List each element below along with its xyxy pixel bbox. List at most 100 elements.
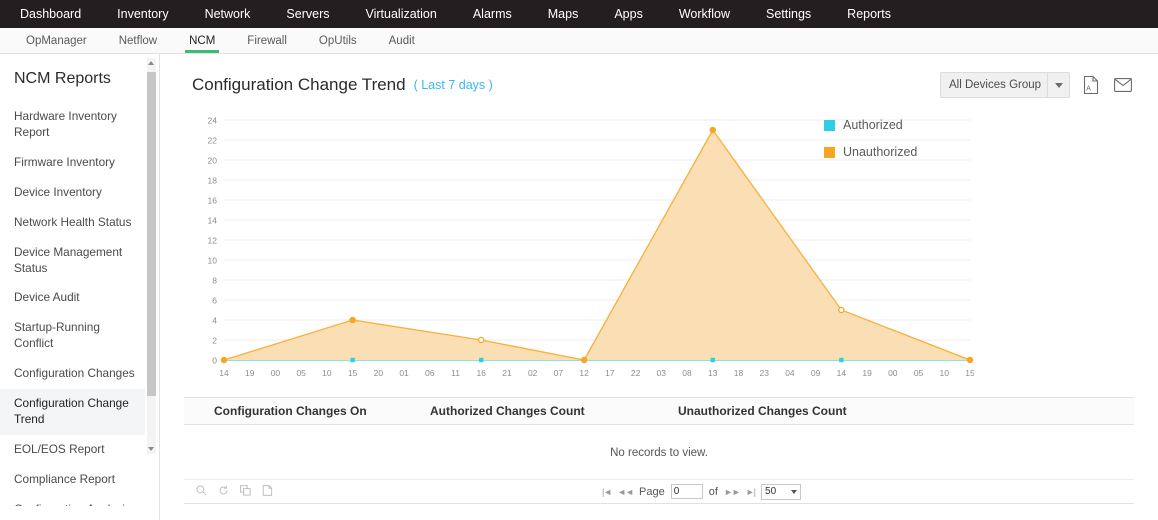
topnav-item-network[interactable]: Network	[204, 7, 251, 21]
svg-text:05: 05	[296, 368, 306, 378]
sidebar-item-startup-running-conflict[interactable]: Startup-Running Conflict	[14, 320, 100, 351]
subnav-item-opmanager[interactable]: OpManager	[26, 34, 87, 47]
svg-text:0: 0	[212, 356, 217, 366]
device-group-select[interactable]: All Devices Group	[940, 72, 1070, 98]
svg-text:10: 10	[940, 368, 950, 378]
page-title: Configuration Change Trend	[192, 75, 406, 94]
chevron-down-icon	[791, 489, 798, 494]
topnav-item-dashboard[interactable]: Dashboard	[20, 7, 82, 21]
previous-page-button[interactable]: ◄◄	[617, 486, 634, 497]
topnav-item-inventory[interactable]: Inventory	[117, 7, 169, 21]
refresh-icon[interactable]	[218, 483, 229, 501]
first-page-button[interactable]: |◄	[601, 486, 612, 497]
pdf-export-icon[interactable]: A	[1080, 73, 1102, 97]
svg-text:09: 09	[811, 368, 821, 378]
svg-text:05: 05	[914, 368, 924, 378]
topnav-item-virtualization[interactable]: Virtualization	[365, 7, 437, 21]
svg-text:08: 08	[682, 368, 692, 378]
pagination-tool-icons	[188, 483, 273, 501]
sidebar: NCM Reports Hardware Inventory Report Fi…	[0, 54, 160, 520]
svg-text:14: 14	[208, 216, 218, 226]
svg-text:07: 07	[554, 368, 564, 378]
page-number-input[interactable]	[670, 484, 703, 499]
subnav-item-netflow[interactable]: Netflow	[118, 34, 158, 47]
svg-text:01: 01	[399, 368, 409, 378]
svg-text:21: 21	[502, 368, 512, 378]
svg-text:14: 14	[219, 368, 229, 378]
sidebar-item-device-audit[interactable]: Device Audit	[14, 290, 80, 305]
svg-text:19: 19	[862, 368, 872, 378]
sidebar-item-device-management-status[interactable]: Device Management Status	[14, 244, 123, 275]
topnav-item-workflow[interactable]: Workflow	[678, 7, 730, 21]
svg-text:03: 03	[657, 368, 667, 378]
sidebar-item-configuration-analysis-report[interactable]: Configuration Analysis Report	[0, 495, 145, 506]
svg-text:4: 4	[212, 316, 217, 326]
chart-x-axis-labels: 14 19 00 05 10 15 20 01 06 11 16 21 02 07 12 17 22 03 08 13…	[219, 368, 974, 378]
topnav-item-servers[interactable]: Servers	[286, 7, 330, 21]
next-page-button[interactable]: ►►	[723, 486, 741, 497]
subnav-item-oputils[interactable]: OpUtils	[318, 34, 357, 47]
sidebar-scrollbar-thumb[interactable]	[147, 72, 156, 396]
topnav-item-apps[interactable]: Apps	[614, 7, 643, 21]
svg-text:22: 22	[631, 368, 641, 378]
main-header: Configuration Change Trend ( Last 7 days…	[184, 54, 1134, 104]
column-header-configuration-changes-on[interactable]: Configuration Changes On	[214, 404, 367, 418]
scroll-down-arrow-icon[interactable]	[148, 447, 154, 451]
topnav-item-alarms[interactable]: Alarms	[472, 7, 512, 21]
page-label: Page	[639, 485, 665, 498]
legend-swatch-authorized	[824, 119, 835, 131]
subnav-item-firewall[interactable]: Firewall	[247, 34, 287, 47]
sidebar-item-network-health-status[interactable]: Network Health Status	[14, 214, 132, 229]
sidebar-item-configuration-changes[interactable]: Configuration Changes	[14, 366, 135, 381]
page-size-select[interactable]: 50	[761, 483, 802, 500]
svg-text:00: 00	[271, 368, 281, 378]
topnav-item-reports[interactable]: Reports	[847, 7, 891, 21]
svg-text:20: 20	[374, 368, 384, 378]
configuration-change-trend-chart: 0 2 4 6 8 10 12 14 16 18 20 22 24 14 19 00 05 10 15 20 01 06…	[184, 110, 1134, 395]
legend-item-authorized[interactable]: Authorized	[824, 118, 917, 132]
email-icon[interactable]	[1112, 73, 1134, 97]
svg-text:22: 22	[208, 136, 218, 146]
sidebar-item-eol-eos-report[interactable]: EOL/EOS Report	[14, 441, 105, 456]
device-group-selected-value: All Devices Group	[949, 79, 1042, 91]
svg-text:16: 16	[477, 368, 487, 378]
svg-text:20: 20	[208, 156, 218, 166]
sidebar-item-firmware-inventory[interactable]: Firmware Inventory	[14, 154, 115, 169]
scroll-up-arrow-icon[interactable]	[148, 61, 154, 65]
chevron-down-icon[interactable]	[1047, 73, 1069, 97]
svg-text:19: 19	[245, 368, 255, 378]
sub-navigation-bar: OpManager Netflow NCM Firewall OpUtils A…	[0, 28, 1158, 54]
svg-text:17: 17	[605, 368, 615, 378]
main-content: Configuration Change Trend ( Last 7 days…	[160, 54, 1158, 520]
svg-text:15: 15	[965, 368, 974, 378]
top-navigation-bar: Dashboard Inventory Network Servers Virt…	[0, 0, 1158, 28]
svg-text:24: 24	[208, 116, 218, 126]
subnav-item-ncm[interactable]: NCM	[173, 28, 231, 53]
page-of-label: of	[708, 485, 718, 498]
svg-text:15: 15	[348, 368, 358, 378]
topnav-item-maps[interactable]: Maps	[547, 7, 579, 21]
changes-table: Configuration Changes On Authorized Chan…	[184, 397, 1134, 504]
sidebar-scrollbar[interactable]	[147, 58, 156, 454]
last-page-button[interactable]: ►|	[745, 486, 756, 497]
copy-icon[interactable]	[240, 483, 251, 501]
column-header-authorized-changes-count[interactable]: Authorized Changes Count	[430, 404, 585, 418]
sidebar-item-hardware-inventory-report[interactable]: Hardware Inventory Report	[14, 109, 117, 139]
search-icon[interactable]	[196, 483, 207, 501]
chart-series-markers	[220, 126, 974, 364]
sidebar-item-compliance-report[interactable]: Compliance Report	[14, 471, 115, 486]
sidebar-title: NCM Reports	[14, 70, 111, 87]
svg-text:13: 13	[708, 368, 718, 378]
sidebar-item-configuration-change-trend[interactable]: Configuration Change Trend	[0, 389, 145, 435]
legend-item-unauthorized[interactable]: Unauthorized	[824, 145, 917, 159]
topnav-item-settings[interactable]: Settings	[766, 7, 812, 21]
svg-text:02: 02	[528, 368, 538, 378]
column-header-unauthorized-changes-count[interactable]: Unauthorized Changes Count	[678, 404, 847, 418]
document-icon[interactable]	[262, 483, 273, 501]
header-actions: All Devices Group A	[940, 72, 1134, 98]
subnav-item-audit[interactable]: Audit	[388, 34, 415, 47]
sidebar-item-device-inventory[interactable]: Device Inventory	[14, 184, 102, 199]
table-header-row: Configuration Changes On Authorized Chan…	[184, 397, 1134, 425]
